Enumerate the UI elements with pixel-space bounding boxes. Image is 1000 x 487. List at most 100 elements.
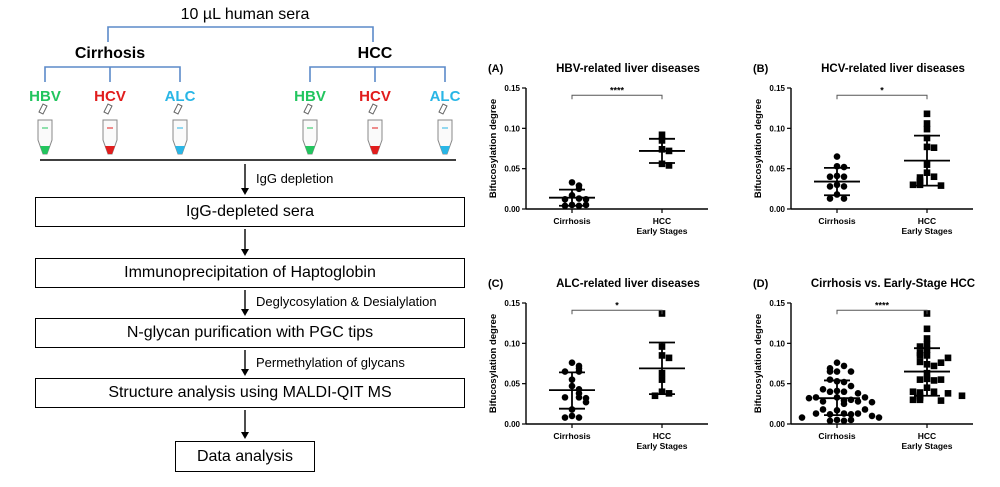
data-point-circle <box>568 412 576 420</box>
box-n-glycan-purification: N-glycan purification with PGC tips <box>35 318 465 348</box>
tube-icon <box>172 103 188 155</box>
data-point-circle <box>875 414 883 421</box>
x-tick-label: Cirrhosis <box>553 216 591 226</box>
data-point-circle <box>840 173 848 181</box>
data-point-circle <box>840 183 848 190</box>
y-axis-label: Bifucosylation degree <box>753 99 764 198</box>
data-point-circle <box>833 416 841 424</box>
significance-bracket <box>836 309 928 315</box>
y-axis-label: Bifucosylation degree <box>488 99 499 198</box>
data-point-circle <box>833 153 841 160</box>
data-point-circle <box>819 398 827 405</box>
step-deglycosylation: Deglycosylation & Desialylation <box>256 294 437 309</box>
tube-sample <box>305 146 315 154</box>
chart-title: HCV-related liver diseases <box>821 63 965 75</box>
x-tick-label: Early Stages <box>636 441 687 451</box>
chart-title: ALC-related liver diseases <box>556 278 700 290</box>
x-tick-label: HCC <box>653 431 671 441</box>
significance-bracket <box>571 309 663 315</box>
y-tick-label: 0.00 <box>504 420 520 429</box>
data-point-circle <box>854 398 862 405</box>
y-tick-label: 0.15 <box>504 299 520 308</box>
data-point-square <box>937 397 945 404</box>
y-tick-label: 0.05 <box>504 165 520 174</box>
significance-label: **** <box>610 85 625 95</box>
data-point-circle <box>826 388 834 396</box>
box-igg-depleted-sera: IgG-depleted sera <box>35 197 465 227</box>
x-tick-label: Cirrhosis <box>553 431 591 441</box>
group-label-cirrhosis: Cirrhosis <box>74 45 146 62</box>
arrow-head-icon <box>241 188 249 195</box>
data-point-circle <box>840 417 848 425</box>
data-point-circle <box>575 414 583 421</box>
data-point-square <box>909 396 917 404</box>
data-point-square <box>923 110 931 118</box>
tube-icon <box>302 103 318 155</box>
bracket-group <box>44 66 181 82</box>
significance-bracket <box>836 94 928 100</box>
tube-icon <box>367 103 383 155</box>
tube-icon <box>437 103 453 155</box>
data-point-circle <box>868 412 876 420</box>
data-point-circle <box>826 173 834 181</box>
tube-icon <box>37 103 53 155</box>
data-point-circle <box>847 416 855 424</box>
subgroup-label: HCV <box>94 88 126 105</box>
data-point-circle <box>833 359 841 366</box>
x-tick-label: Early Stages <box>901 226 952 236</box>
data-point-square <box>937 182 945 189</box>
panel-label: (C) <box>488 278 504 290</box>
panel-label: (A) <box>488 63 504 75</box>
y-tick-label: 0.10 <box>769 124 785 133</box>
data-point-circle <box>561 414 569 421</box>
box-structure-analysis: Structure analysis using MALDI-QIT MS <box>35 378 465 408</box>
x-tick-label: HCC <box>918 216 936 226</box>
data-point-circle <box>568 179 576 186</box>
y-tick-label: 0.05 <box>504 380 520 389</box>
data-point-square <box>665 354 673 362</box>
box-immunoprecipitation: Immunoprecipitation of Haptoglobin <box>35 258 465 288</box>
data-point-square <box>958 392 966 400</box>
arrow-head-icon <box>241 249 249 256</box>
data-point-square <box>916 396 924 404</box>
data-point-square <box>930 377 938 384</box>
subgroup-label: HCV <box>359 88 391 105</box>
data-point-circle <box>826 195 834 202</box>
significance-label: * <box>615 300 619 310</box>
data-point-circle <box>812 410 820 417</box>
data-point-circle <box>575 394 583 401</box>
x-tick-label: Cirrhosis <box>818 216 856 226</box>
chart-panel: (C) ALC-related liver diseases 0.00 0.05 0.1… <box>488 278 708 451</box>
tube-sample <box>370 146 380 154</box>
data-point-square <box>930 388 938 396</box>
data-point-square <box>916 376 924 383</box>
chart-panel: (A) HBV-related liver diseases 0.00 0.05 0.1… <box>488 63 708 236</box>
data-point-square <box>909 181 917 189</box>
significance-label: **** <box>875 300 890 310</box>
y-tick-label: 0.05 <box>769 380 785 389</box>
y-tick-label: 0.15 <box>769 84 785 93</box>
y-tick-label: 0.00 <box>769 205 785 214</box>
box-data-analysis: Data analysis <box>175 441 315 472</box>
chart-title: Cirrhosis vs. Early-Stage HCC <box>811 278 975 290</box>
tube-cap <box>368 103 378 115</box>
data-point-square <box>930 144 938 151</box>
data-point-circle <box>819 386 827 393</box>
significance-bracket <box>571 94 663 100</box>
y-tick-label: 0.15 <box>504 84 520 93</box>
data-point-circle <box>847 368 855 375</box>
data-point-circle <box>798 414 806 421</box>
y-tick-label: 0.05 <box>769 165 785 174</box>
y-tick-label: 0.10 <box>504 339 520 348</box>
data-point-circle <box>854 410 862 417</box>
x-tick-label: HCC <box>653 216 671 226</box>
tube-icon <box>102 103 118 155</box>
data-point-circle <box>847 382 855 390</box>
chart-panel: (B) HCV-related liver diseases 0.00 0.05 0.1… <box>753 63 973 236</box>
data-point-circle <box>805 394 813 402</box>
bracket-top <box>107 26 374 42</box>
significance-label: * <box>880 85 884 95</box>
charts: (A) HBV-related liver diseases 0.00 0.05 0.1… <box>488 63 975 451</box>
x-tick-label: HCC <box>918 431 936 441</box>
